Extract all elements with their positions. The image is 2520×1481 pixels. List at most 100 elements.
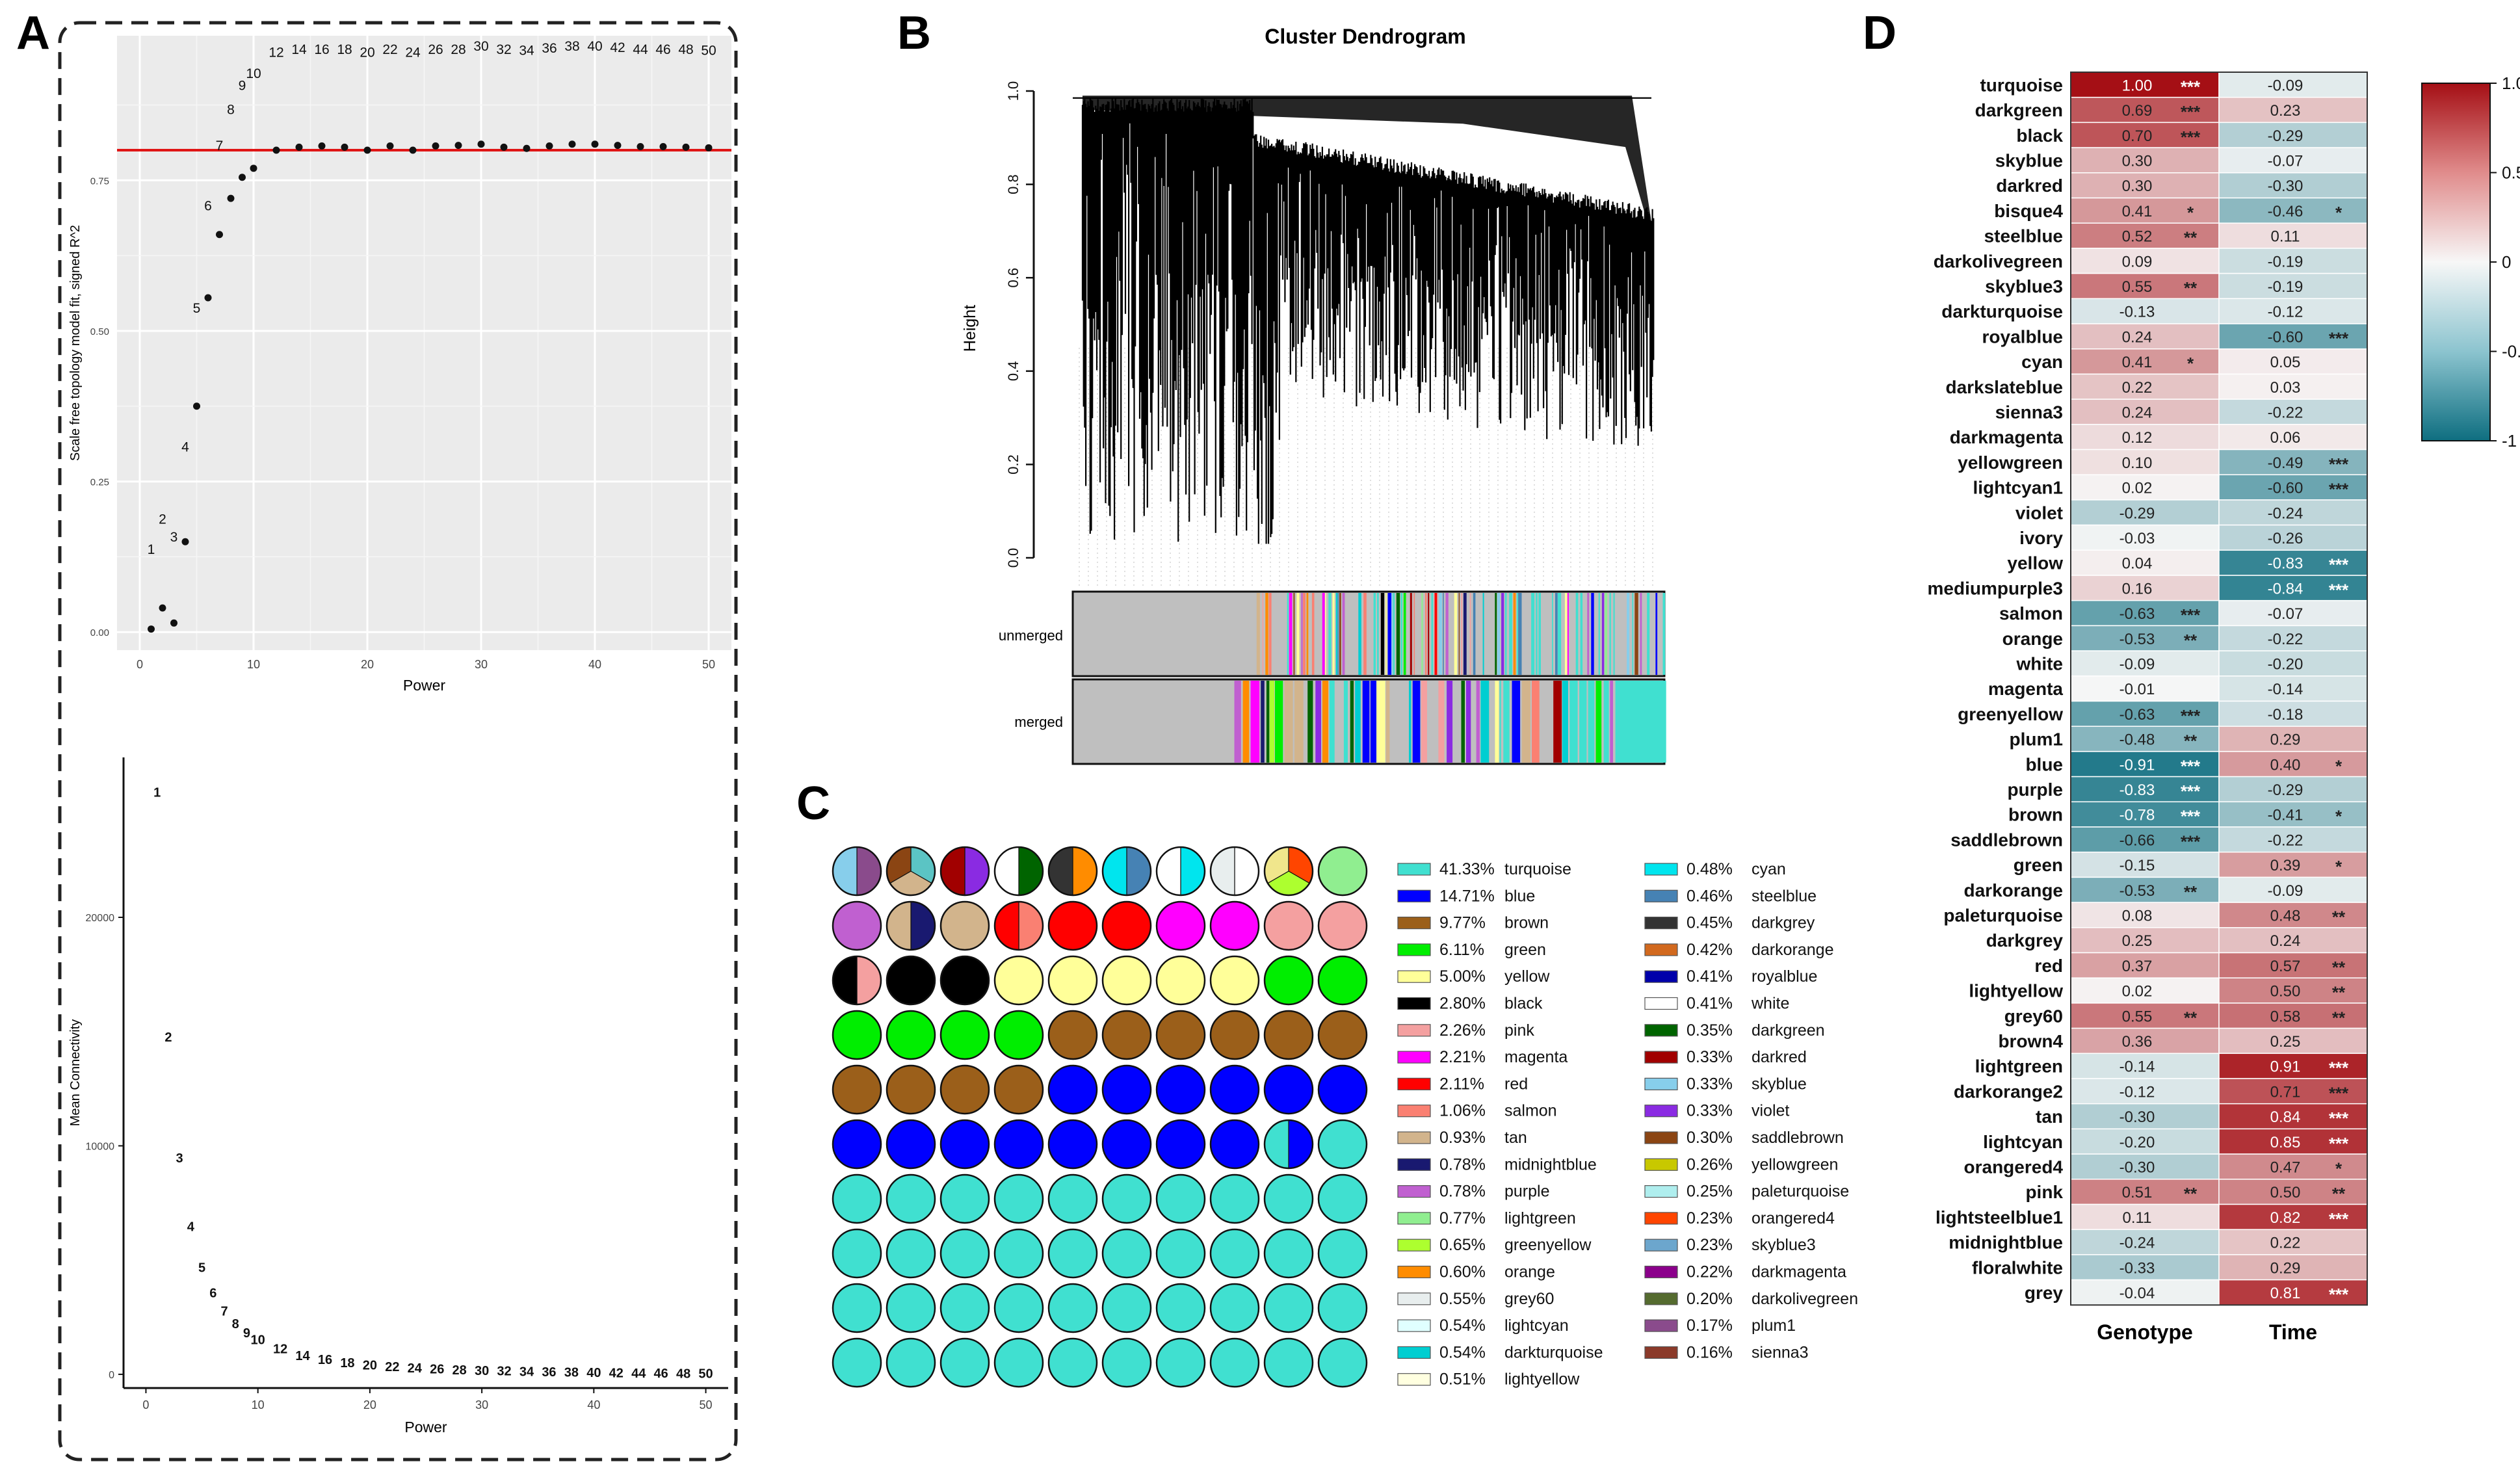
- fit-point: [239, 174, 246, 181]
- module-pie: [1317, 955, 1368, 1006]
- color-row-stripe: [1421, 593, 1423, 675]
- heatmap-row-label: salmon: [1999, 603, 2063, 623]
- connectivity-point-label: 42: [609, 1366, 623, 1380]
- heatmap-cell-value: 0.29: [2270, 1259, 2301, 1277]
- heatmap-cell: [2070, 1027, 2220, 1055]
- connectivity-point-label: 2: [164, 1030, 172, 1045]
- heatmap-cell: [2218, 1279, 2368, 1306]
- legend-percent: 41.33%: [1439, 860, 1495, 878]
- legend-swatch: [1397, 863, 1431, 876]
- legend-percent: 0.22%: [1687, 1263, 1733, 1281]
- legend-module-name: red: [1504, 1075, 1528, 1093]
- color-row-stripe: [1261, 681, 1265, 763]
- color-row-stripe: [1562, 681, 1568, 763]
- module-pie: [1155, 1173, 1206, 1224]
- module-pie: [1047, 1337, 1098, 1388]
- color-row-stripe: [1234, 681, 1241, 763]
- module-pie: [1317, 846, 1368, 897]
- heatmap-cell: [2218, 1179, 2368, 1205]
- heatmap-cell: [2070, 902, 2220, 928]
- fit-point-label: 48: [678, 42, 693, 57]
- color-row-stripe: [1393, 593, 1395, 675]
- heatmap-cell-significance: **: [2184, 1184, 2198, 1203]
- fit-point: [204, 294, 212, 302]
- color-row-stripe: [1301, 593, 1303, 675]
- fit-point: [216, 231, 223, 239]
- legend-module-name: lightcyan: [1504, 1317, 1569, 1335]
- heatmap-cell: [2218, 726, 2368, 752]
- color-row-stripe: [1265, 593, 1268, 675]
- legend-module-name: green: [1504, 941, 1546, 959]
- color-row-stripe: [1350, 681, 1354, 763]
- module-pie: [832, 900, 882, 951]
- module-pie-slice: [994, 901, 1019, 950]
- legend-swatch: [1644, 1024, 1678, 1037]
- scale-free-fit-xlabel: Power: [403, 677, 446, 694]
- color-row-stripe: [1495, 681, 1499, 763]
- module-pie-slice: [856, 846, 882, 896]
- module-pie-outline: [1209, 846, 1260, 897]
- color-row-stripe: [1495, 593, 1497, 675]
- module-pie-slice: [910, 901, 936, 950]
- fit-point: [159, 604, 166, 612]
- heatmap-cell-value: 0.02: [2122, 983, 2153, 1001]
- heatmap-cell-value: 0.41: [2122, 354, 2153, 371]
- fit-point-label: 16: [314, 42, 329, 57]
- fit-point-label: 46: [655, 42, 670, 57]
- color-row-stripe: [1355, 681, 1361, 763]
- x-tick-label: 20: [363, 1398, 376, 1411]
- color-row-stripe: [1655, 593, 1658, 675]
- module-pie: [886, 1173, 936, 1224]
- heatmap-cell: [2218, 1254, 2368, 1281]
- x-tick-label: 10: [252, 1398, 265, 1411]
- color-row-stripe: [1595, 681, 1602, 763]
- module-pie: [1047, 1283, 1098, 1333]
- heatmap-row-label: pink: [2025, 1182, 2063, 1202]
- heatmap-cell-value: -0.04: [2120, 1285, 2155, 1302]
- module-pie: [1047, 1064, 1098, 1115]
- connectivity-point-label: 24: [408, 1361, 423, 1376]
- legend-module-name: skyblue3: [1752, 1236, 1816, 1254]
- heatmap-row-label: brown: [2008, 805, 2063, 825]
- connectivity-point-label: 20: [363, 1358, 377, 1372]
- panel-label-b: B: [897, 7, 931, 59]
- heatmap-row-label: darkturquoise: [1941, 302, 2063, 322]
- heatmap-cell: [2218, 298, 2368, 324]
- x-tick-label: 0: [142, 1398, 149, 1411]
- heatmap-cell-value: -0.60: [2268, 328, 2303, 346]
- legend-swatch: [1397, 916, 1431, 930]
- heatmap-cell-value: -0.30: [2268, 177, 2303, 195]
- module-trait-heatmap: 1.00 *** -0.090.69 *** 0.230.70 *** -0.290.30-…: [1928, 72, 2520, 1344]
- color-row-stripe: [1587, 593, 1590, 675]
- color-row-stripe: [1284, 681, 1293, 763]
- legend-percent: 0.26%: [1687, 1155, 1733, 1173]
- heatmap-row-label: darkslateblue: [1945, 377, 2063, 397]
- connectivity-point-label: 4: [187, 1220, 195, 1234]
- fit-point-label: 34: [519, 44, 534, 59]
- color-row-stripe: [1242, 681, 1250, 763]
- heatmap-cell-value: 0.24: [2122, 328, 2153, 346]
- heatmap-cell-value: 0.25: [2270, 1033, 2301, 1051]
- legend-percent: 14.71%: [1439, 887, 1495, 905]
- color-row-stripe: [1328, 593, 1332, 675]
- module-pie: [1047, 1119, 1098, 1170]
- connectivity-point-label: 26: [430, 1362, 444, 1376]
- color-row-stripe: [1564, 593, 1568, 675]
- heatmap-cell-value: 0.57: [2270, 958, 2301, 975]
- module-pie: [1209, 1337, 1260, 1388]
- color-row-stripe: [1439, 593, 1442, 675]
- module-pie-slice: [886, 901, 912, 950]
- heatmap-cell-significance: *: [2335, 203, 2343, 222]
- heatmap-row-label: darkorange2: [1954, 1081, 2063, 1101]
- heatmap-colorbar: [2421, 83, 2491, 441]
- heatmap-cell-value: -0.14: [2268, 681, 2303, 698]
- module-pie: [886, 955, 936, 1006]
- heatmap-cell: [2218, 575, 2368, 601]
- color-row-label-unmerged: unmerged: [999, 627, 1063, 644]
- heatmap-row-label: royalblue: [1982, 326, 2063, 347]
- module-pie: [1263, 1064, 1314, 1115]
- heatmap-cell: [2070, 675, 2220, 702]
- fit-point: [477, 140, 485, 148]
- module-pie: [993, 1228, 1044, 1279]
- module-pie: [939, 1173, 990, 1224]
